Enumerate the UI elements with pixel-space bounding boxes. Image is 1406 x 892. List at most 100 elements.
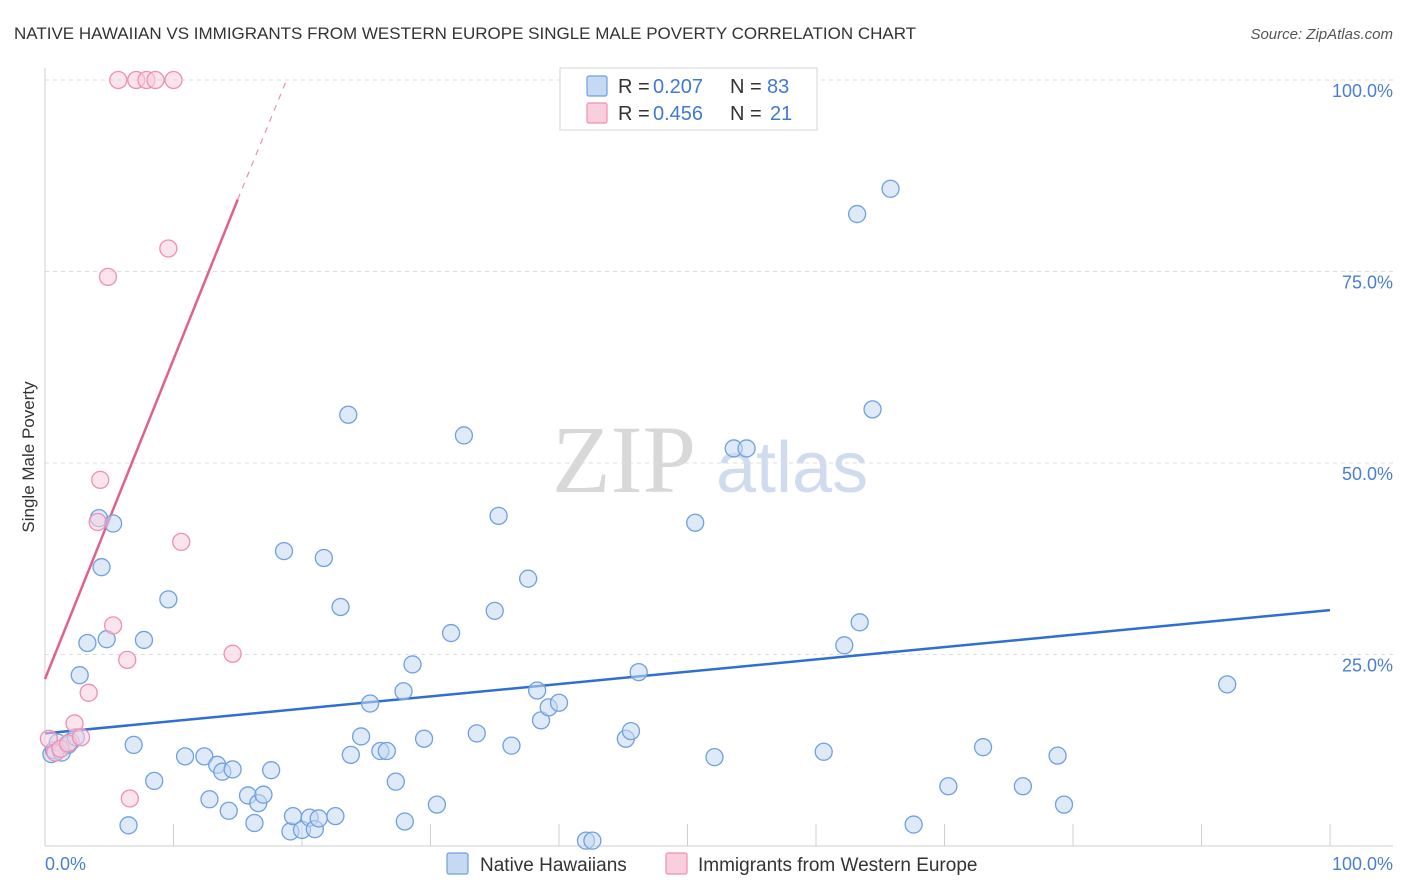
data-point-s0-46 xyxy=(386,772,405,791)
data-point-s0-13 xyxy=(119,816,138,835)
data-point-s0-47 xyxy=(394,682,413,701)
y-tick-label-75: 75.0% xyxy=(1342,273,1393,293)
data-point-s0-43 xyxy=(360,694,380,713)
data-point-s0-38 xyxy=(326,806,345,826)
data-point-s0-15 xyxy=(134,630,154,650)
series-legend-label-native-hawaiians: Native Hawaiians xyxy=(480,855,627,876)
series-points-0 xyxy=(42,179,1237,850)
y-axis-label: Single Male Poverty xyxy=(19,381,38,533)
tick-labels: 25.0% 50.0% 75.0% 100.0% 0.0% 100.0% xyxy=(45,81,1393,874)
legend-r-value-0: 0.207 xyxy=(653,76,703,98)
data-point-s0-12 xyxy=(103,514,123,533)
data-point-s0-50 xyxy=(414,729,434,748)
data-point-s1-7 xyxy=(88,512,107,532)
data-point-s0-37 xyxy=(314,548,333,568)
data-point-s1-11 xyxy=(118,650,137,670)
stats-legend: R = 0.207 N = 83 R = 0.456 N = 21 xyxy=(559,67,818,131)
data-point-s0-7 xyxy=(70,666,89,685)
data-point-s0-79 xyxy=(939,777,958,796)
data-point-s0-54 xyxy=(467,724,486,743)
trend-line-extension-immigrants-western-europe xyxy=(237,79,288,200)
data-point-s0-18 xyxy=(175,747,195,766)
data-point-s0-57 xyxy=(502,736,521,755)
data-point-s0-14 xyxy=(124,735,143,755)
data-point-s0-64 xyxy=(583,831,602,850)
data-point-s0-80 xyxy=(973,738,993,757)
data-point-s0-75 xyxy=(850,613,869,632)
data-point-s0-83 xyxy=(1054,795,1074,814)
data-point-s0-30 xyxy=(274,541,294,561)
legend-r-value-1: 0.456 xyxy=(653,103,703,125)
data-point-s0-53 xyxy=(454,426,474,445)
series-legend: Native Hawaiians Immigrants from Western… xyxy=(446,852,977,876)
data-point-s1-10 xyxy=(103,616,123,635)
data-point-s0-67 xyxy=(629,662,648,682)
grid-lines xyxy=(45,79,1393,655)
data-point-s0-8 xyxy=(78,633,97,653)
y-tick-label-100: 100.0% xyxy=(1332,81,1393,101)
data-point-s1-16 xyxy=(109,70,128,90)
data-point-s0-36 xyxy=(309,809,328,828)
data-point-s0-78 xyxy=(904,815,923,834)
data-point-s0-40 xyxy=(339,405,358,424)
data-point-s0-39 xyxy=(331,597,350,617)
data-point-s0-71 xyxy=(737,439,756,458)
data-point-s0-72 xyxy=(814,742,833,761)
data-point-s0-10 xyxy=(92,558,111,577)
trend-lines xyxy=(43,79,1331,735)
data-point-s0-55 xyxy=(485,601,504,620)
data-point-s0-26 xyxy=(245,813,264,833)
series-legend-swatch-native-hawaiians xyxy=(446,852,469,875)
data-point-s0-68 xyxy=(686,513,705,532)
legend-n-label-1: N = xyxy=(730,103,762,125)
series-legend-label-immigrants-western-europe: Immigrants from Western Europe xyxy=(698,855,977,876)
data-point-s0-82 xyxy=(1048,746,1067,765)
data-point-s0-16 xyxy=(145,771,164,791)
data-point-s0-29 xyxy=(262,761,281,780)
legend-r-label-1: R = xyxy=(618,103,650,125)
legend-r-label-0: R = xyxy=(618,76,650,98)
data-point-s0-56 xyxy=(489,506,508,526)
data-point-s0-24 xyxy=(223,760,242,779)
chart-title: NATIVE HAWAIIAN VS IMMIGRANTS FROM WESTE… xyxy=(14,24,916,43)
data-point-s0-51 xyxy=(427,795,447,814)
legend-n-value-1: 21 xyxy=(770,103,792,125)
data-point-s0-74 xyxy=(847,204,867,224)
y-tick-label-50: 50.0% xyxy=(1342,464,1393,484)
data-point-s0-41 xyxy=(341,745,360,764)
data-point-s0-48 xyxy=(395,812,414,831)
data-point-s0-69 xyxy=(705,747,724,767)
data-point-s0-73 xyxy=(835,636,854,655)
data-point-s0-76 xyxy=(863,400,882,419)
trend-line-native-hawaiians xyxy=(44,608,1331,735)
x-tick-label-100: 100.0% xyxy=(1332,854,1393,874)
data-point-s1-14 xyxy=(172,532,191,552)
data-point-s0-28 xyxy=(254,785,273,804)
watermark-atlas: atlas xyxy=(716,428,868,508)
data-point-s0-77 xyxy=(881,179,900,198)
data-point-s1-8 xyxy=(91,470,110,490)
data-point-s0-20 xyxy=(200,790,219,809)
axes xyxy=(44,68,1393,847)
data-point-s1-5 xyxy=(71,728,91,747)
data-point-s0-17 xyxy=(159,590,178,609)
data-point-s1-19 xyxy=(146,70,165,90)
data-point-s1-15 xyxy=(223,644,242,663)
data-point-s1-20 xyxy=(164,70,183,90)
y-tick-label-25: 25.0% xyxy=(1342,656,1393,676)
data-point-s0-49 xyxy=(403,655,422,674)
data-point-s0-84 xyxy=(1218,675,1237,694)
data-point-s0-66 xyxy=(621,721,641,741)
watermark-zip: ZIP xyxy=(552,406,696,513)
legend-swatch-immigrants-western-europe xyxy=(586,102,608,124)
data-point-s0-81 xyxy=(1013,777,1033,796)
data-point-s0-62 xyxy=(549,693,569,712)
data-point-s1-6 xyxy=(79,683,98,702)
data-points xyxy=(39,70,1237,850)
legend-swatch-native-hawaiians xyxy=(586,75,608,97)
data-point-s0-19 xyxy=(195,747,214,766)
data-point-s0-58 xyxy=(519,569,538,588)
chart-source: Source: ZipAtlas.com xyxy=(1250,26,1393,43)
data-point-s0-23 xyxy=(219,801,238,820)
